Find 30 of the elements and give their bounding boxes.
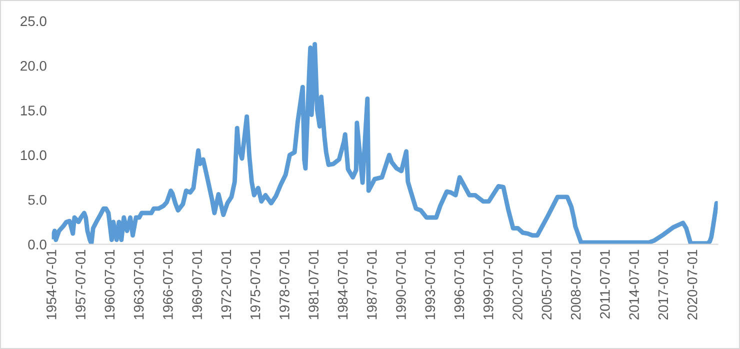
x-tick-label: 2008-07-01 xyxy=(570,250,581,320)
x-tick-label: 2002-07-01 xyxy=(512,250,522,320)
x-tick-label: 1993-07-01 xyxy=(425,250,436,320)
x-tick-label: 1969-07-01 xyxy=(192,250,202,320)
x-tick-label: 1957-07-01 xyxy=(76,250,86,320)
x-tick-label: 1984-07-01 xyxy=(338,250,348,320)
x-tick-label: 1963-07-01 xyxy=(134,250,144,320)
x-tick-label: 1972-07-01 xyxy=(221,250,232,320)
x-tick-label: 1954-07-01 xyxy=(46,250,56,320)
y-tick-label: 25.0 xyxy=(20,16,46,26)
y-tick-label: 10.0 xyxy=(20,150,46,160)
x-tick-label: 1966-07-01 xyxy=(163,250,173,320)
x-tick-label: 1981-07-01 xyxy=(308,250,319,320)
x-tick-label: 1990-07-01 xyxy=(396,250,406,320)
x-tick-label: 2017-07-01 xyxy=(658,250,668,320)
line-series xyxy=(52,42,718,244)
x-tick-label: 1996-07-01 xyxy=(454,250,464,320)
x-tick-label: 2005-07-01 xyxy=(542,250,552,320)
x-tick-label: 1987-07-01 xyxy=(366,250,377,320)
x-tick-label: 1960-07-01 xyxy=(104,250,115,320)
y-tick-label: 15.0 xyxy=(20,106,46,116)
y-tick-label: 20.0 xyxy=(20,60,46,71)
x-tick-label: 1975-07-01 xyxy=(250,250,260,320)
x-tick-label: 1999-07-01 xyxy=(483,250,494,320)
x-tick-label: 2011-07-01 xyxy=(600,250,610,318)
x-tick-label: 1978-07-01 xyxy=(280,250,290,320)
y-tick-label: 5.0 xyxy=(28,194,46,205)
x-tick-label: 2014-07-01 xyxy=(629,250,639,320)
x-tick-label: 2020-07-01 xyxy=(687,250,698,320)
y-tick-label: 0.0 xyxy=(28,240,46,250)
